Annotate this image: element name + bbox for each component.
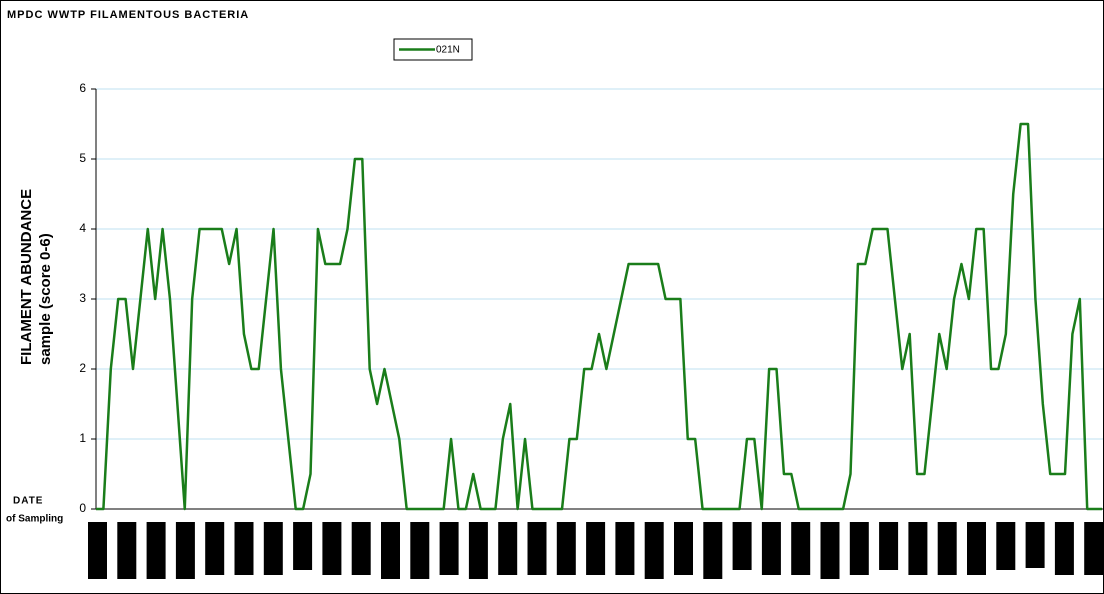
y-label-line: FILAMENT ABUNDANCE [18, 189, 35, 365]
y-label-line: sample (score 0-6) [37, 233, 54, 365]
illegible-date-label [791, 522, 811, 575]
illegible-date-label [849, 522, 869, 575]
y-axis-label: FILAMENT ABUNDANCE sample (score 0-6) [18, 189, 54, 365]
illegible-date-label [996, 522, 1016, 570]
illegible-date-label [1025, 522, 1045, 568]
illegible-date-label [820, 522, 840, 579]
illegible-date-label [205, 522, 225, 575]
y-tick-label: 2 [79, 361, 86, 375]
illegible-date-label [410, 522, 430, 579]
legend-label: 021N [436, 45, 460, 56]
illegible-date-label [322, 522, 342, 575]
illegible-date-label [498, 522, 518, 575]
illegible-date-label [117, 522, 137, 579]
y-tick-label: 4 [79, 221, 86, 235]
chart-title: MPDC WWTP FILAMENTOUS BACTERIA [7, 9, 249, 21]
illegible-date-label [1084, 522, 1103, 575]
x-axis-label: DATE [13, 496, 43, 507]
illegible-date-label [381, 522, 400, 579]
illegible-date-label [175, 522, 195, 579]
illegible-date-label [234, 522, 254, 575]
y-tick-label: 5 [79, 151, 86, 165]
y-tick-label: 6 [79, 81, 86, 95]
y-tick-label: 1 [79, 431, 86, 445]
illegible-date-label [527, 522, 547, 575]
illegible-date-label [937, 522, 957, 575]
illegible-date-label [879, 522, 899, 570]
illegible-date-label [146, 522, 166, 579]
illegible-date-label [674, 522, 693, 575]
illegible-date-label [703, 522, 723, 579]
illegible-date-label [586, 522, 606, 575]
y-tick-label: 3 [79, 291, 86, 305]
illegible-date-label [967, 522, 986, 575]
y-tick-label: 0 [79, 501, 86, 515]
illegible-date-label [908, 522, 928, 575]
illegible-date-label [468, 522, 488, 579]
illegible-date-label [732, 522, 752, 570]
illegible-date-label [293, 522, 313, 570]
illegible-date-label [615, 522, 635, 575]
illegible-date-label [761, 522, 781, 575]
illegible-date-label [263, 522, 283, 575]
series-line [96, 122, 1102, 511]
illegible-date-label [351, 522, 371, 575]
illegible-date-label [1054, 522, 1074, 575]
x-axis-label: of Sampling [6, 514, 63, 525]
illegible-date-label [556, 522, 576, 575]
illegible-date-label [439, 522, 459, 575]
illegible-date-label [644, 522, 664, 579]
illegible-date-label [88, 522, 107, 579]
